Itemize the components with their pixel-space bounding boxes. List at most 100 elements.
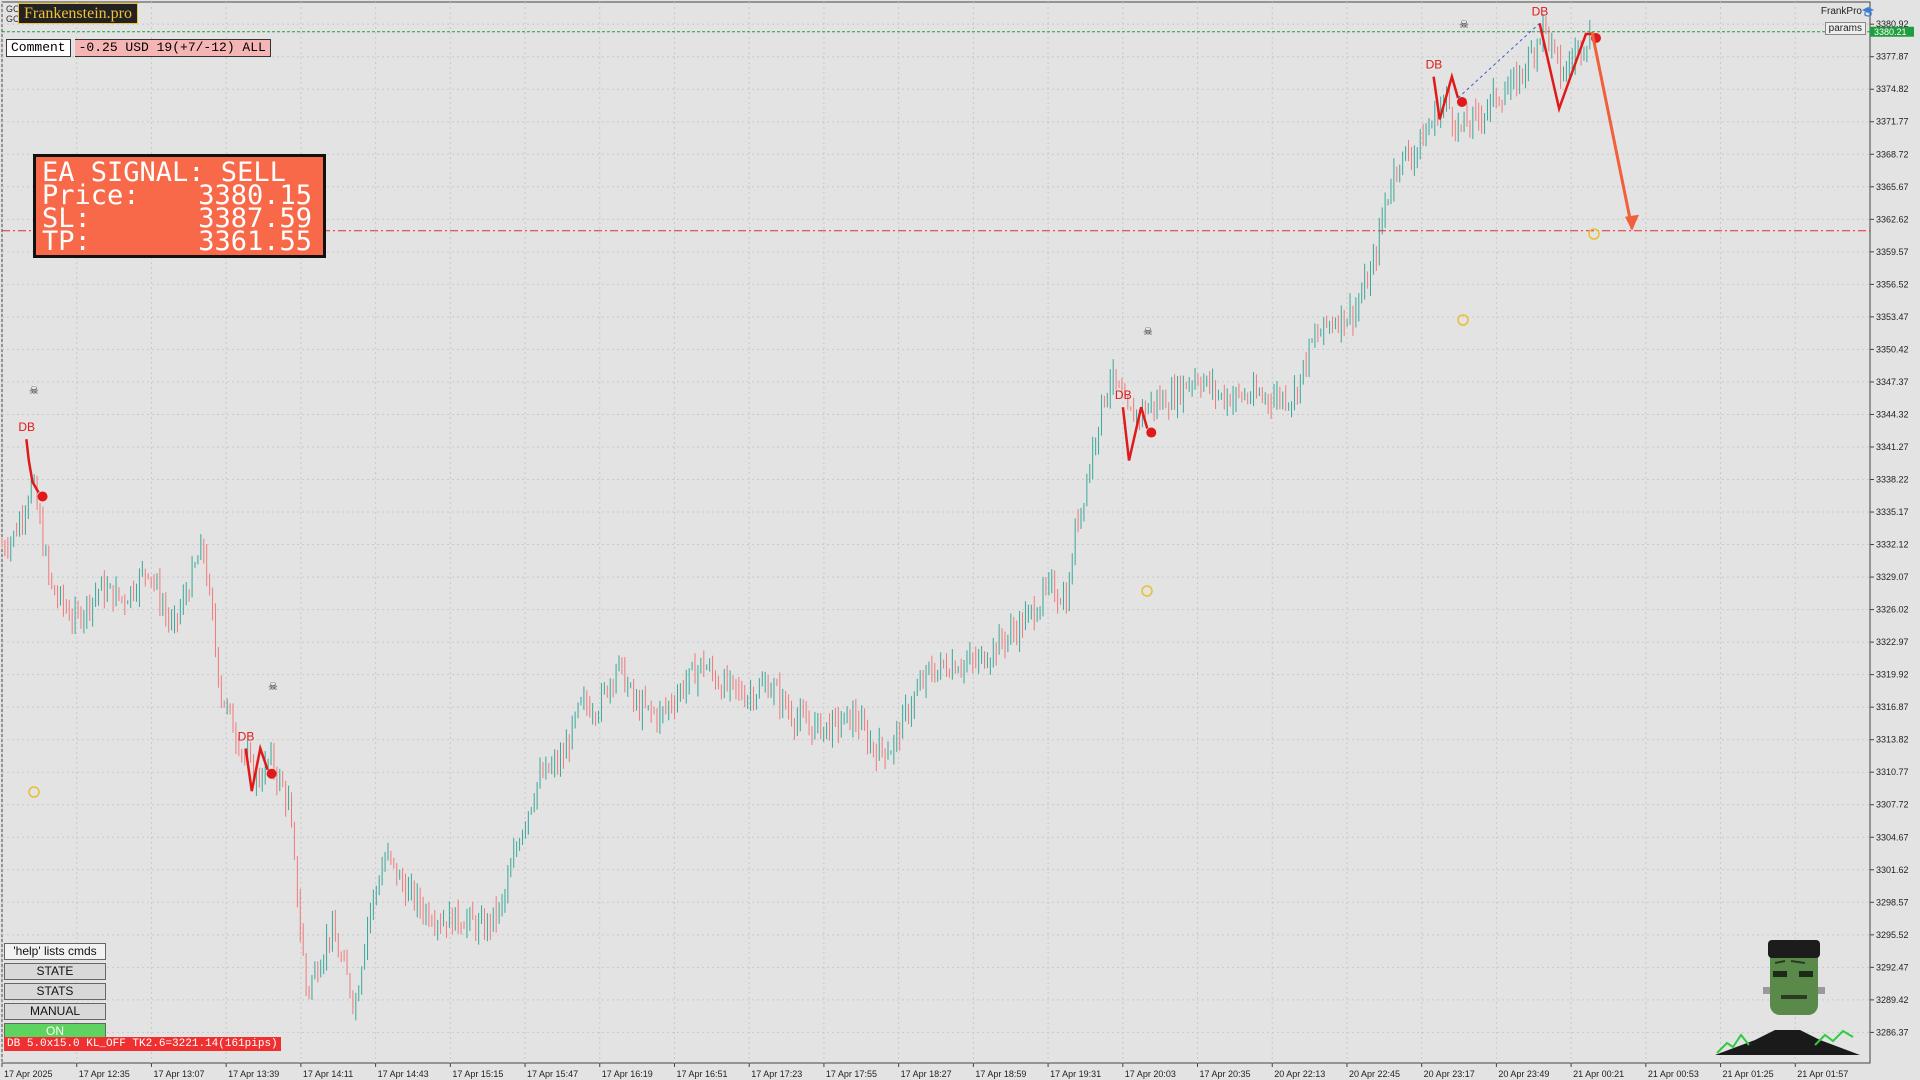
y-tick-label: 3313.82	[1876, 735, 1909, 745]
params-button[interactable]: params	[1824, 22, 1866, 35]
y-tick-label: 3298.57	[1876, 897, 1909, 907]
db-pattern	[1432, 72, 1460, 120]
x-tick-label: 17 Apr 17:55	[826, 1069, 877, 1079]
sell-signal-marker	[37, 491, 48, 502]
status-text: 5.0x15.0 KL_OFF TK2.6=3221.14(161pips)	[26, 1038, 278, 1050]
db-pattern-label: DB	[1426, 58, 1443, 72]
stats-button[interactable]: STATS	[4, 983, 106, 1000]
y-tick-label: 3310.77	[1876, 767, 1909, 777]
status-bar: DB 5.0x15.0 KL_OFF TK2.6=3221.14(161pips…	[4, 1037, 281, 1051]
y-tick-label: 3332.12	[1876, 540, 1909, 550]
sl-value: 3387.59	[198, 203, 312, 234]
y-tick-label: 3380.92	[1876, 19, 1909, 29]
x-tick-label: 17 Apr 18:59	[975, 1069, 1026, 1079]
y-tick-label: 3368.72	[1876, 149, 1909, 159]
candle-series	[1, 14, 1591, 1021]
x-tick-label: 17 Apr 13:39	[228, 1069, 279, 1079]
y-tick-label: 3359.57	[1876, 247, 1909, 257]
x-tick-label: 17 Apr 17:23	[751, 1069, 802, 1079]
y-tick-label: 3365.67	[1876, 182, 1909, 192]
y-tick-label: 3304.67	[1876, 832, 1909, 842]
current-price-label: 3380.21	[1874, 27, 1907, 37]
y-tick-label: 3341.27	[1876, 442, 1909, 452]
y-tick-label: 3338.22	[1876, 475, 1909, 485]
on-toggle-button[interactable]: ON	[4, 1023, 106, 1040]
signal-title: EA SIGNAL: SELL	[42, 157, 286, 188]
y-tick-label: 3353.47	[1876, 312, 1909, 322]
db-pattern-label: DB	[1532, 4, 1549, 18]
x-tick-label: 21 Apr 01:25	[1723, 1069, 1774, 1079]
db-pattern-label: DB	[1115, 388, 1132, 402]
x-tick-label: 17 Apr 12:35	[79, 1069, 130, 1079]
y-tick-label: 3301.62	[1876, 865, 1909, 875]
smiley-icon	[1141, 585, 1153, 597]
skull-icon: ☠	[1459, 19, 1469, 31]
time-axis: 17 Apr 2025 17 Apr 12:35 17 Apr 13:07 17 Ap…	[1, 1063, 1848, 1079]
y-tick-label: 3326.02	[1876, 605, 1909, 615]
x-tick-label: 17 Apr 16:19	[602, 1069, 653, 1079]
command-panel: 'help' lists cmds STATE STATS MANUAL ON	[4, 943, 106, 1043]
current-price-tag	[1870, 26, 1914, 37]
y-tick-label: 3344.32	[1876, 409, 1909, 419]
ea-signal-panel: EA SIGNAL: SELL Price: 3380.15 SL: 3387.59…	[33, 154, 326, 258]
x-tick-label: 21 Apr 00:53	[1648, 1069, 1699, 1079]
skull-icon: ☠	[1143, 326, 1153, 338]
y-tick-label: 3289.42	[1876, 995, 1909, 1005]
y-tick-label: 3295.52	[1876, 930, 1909, 940]
x-tick-label: 20 Apr 23:17	[1424, 1069, 1475, 1079]
brand-logo[interactable]: Frankenstein.pro	[18, 3, 138, 24]
db-pattern-label: DB	[238, 729, 255, 743]
tp-label: TP:	[42, 226, 91, 257]
x-tick-label: 17 Apr 14:43	[378, 1069, 429, 1079]
y-tick-label: 3374.82	[1876, 84, 1909, 94]
symbol-label: GC GC	[6, 4, 20, 24]
sell-arrow-line	[1590, 31, 1634, 230]
x-tick-label: 21 Apr 00:21	[1573, 1069, 1624, 1079]
y-tick-label: 3286.37	[1876, 1027, 1909, 1037]
db-pattern-label: DB	[18, 420, 35, 434]
sell-arrow-head	[1625, 214, 1639, 231]
y-tick-label: 3335.17	[1876, 507, 1909, 517]
pattern-link-line	[1457, 22, 1540, 99]
state-button[interactable]: STATE	[4, 963, 106, 980]
smiley-icon	[28, 786, 40, 798]
status-badge: DB	[7, 1038, 21, 1050]
smiley-icon	[1457, 314, 1469, 326]
x-tick-label: 17 Apr 2025	[4, 1069, 53, 1079]
x-tick-label: 17 Apr 15:15	[452, 1069, 503, 1079]
x-tick-label: 17 Apr 14:11	[303, 1069, 353, 1079]
y-tick-label: 3350.42	[1876, 344, 1909, 354]
y-tick-label: 3371.77	[1876, 117, 1909, 127]
smiley-icon	[1588, 228, 1600, 240]
price-axis: 3380.92 3377.87 3374.82 3371.77 3368.72 3365.…	[1870, 19, 1909, 1037]
help-hint: 'help' lists cmds	[4, 943, 106, 960]
db-pattern	[244, 743, 269, 792]
x-tick-label: 20 Apr 23:49	[1498, 1069, 1549, 1079]
y-tick-label: 3307.72	[1876, 800, 1909, 810]
db-pattern	[25, 439, 40, 494]
tp-value: 3361.55	[198, 226, 312, 257]
x-tick-label: 20 Apr 22:13	[1274, 1069, 1325, 1079]
frankpro-label: FrankPro	[1820, 6, 1862, 17]
y-tick-label: 3319.92	[1876, 670, 1909, 680]
y-tick-label: 3362.62	[1876, 214, 1909, 224]
db-pattern	[1121, 406, 1149, 461]
sell-signal-marker	[1146, 427, 1157, 438]
y-tick-label: 3322.97	[1876, 637, 1909, 647]
comment-value: -0.25 USD 19(+7/-12) ALL	[74, 39, 271, 57]
chart-grid	[1, 1, 1871, 1064]
x-tick-label: 17 Apr 19:31	[1050, 1069, 1101, 1079]
y-tick-label: 3377.87	[1876, 52, 1909, 62]
sell-signal-marker	[1456, 96, 1467, 107]
graduation-cap-icon	[1862, 7, 1874, 17]
frankenstein-mascot-icon	[1715, 940, 1860, 1055]
x-tick-label: 17 Apr 20:03	[1125, 1069, 1176, 1079]
sl-label: SL:	[42, 203, 91, 234]
x-tick-label: 17 Apr 15:47	[527, 1069, 578, 1079]
comment-bar: Comment -0.25 USD 19(+7/-12) ALL	[6, 39, 271, 57]
x-tick-label: 17 Apr 18:27	[901, 1069, 952, 1079]
y-tick-label: 3292.47	[1876, 962, 1909, 972]
x-tick-label: 17 Apr 16:51	[676, 1069, 727, 1079]
manual-button[interactable]: MANUAL	[4, 1003, 106, 1020]
price-label: Price:	[42, 180, 140, 211]
